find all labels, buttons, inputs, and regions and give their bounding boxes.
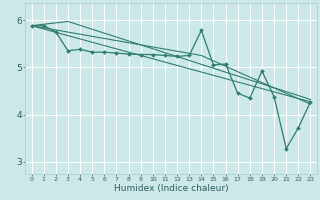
X-axis label: Humidex (Indice chaleur): Humidex (Indice chaleur): [114, 184, 228, 193]
